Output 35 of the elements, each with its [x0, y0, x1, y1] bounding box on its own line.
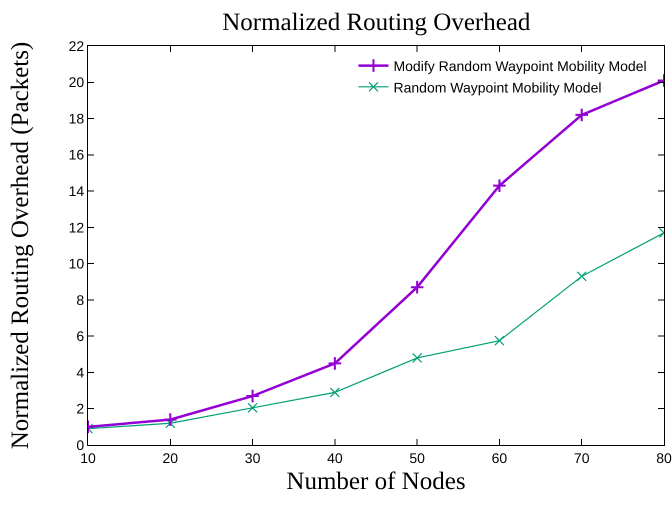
- x-tick-label: 80: [656, 450, 672, 466]
- point: [162, 412, 178, 427]
- x-axis-title: Number of Nodes: [286, 468, 466, 495]
- y-axis-title: Normalized Routing Overhead (Packets): [7, 42, 34, 450]
- point: [494, 336, 505, 346]
- y-tick-label: 6: [76, 328, 84, 344]
- y-tick-label: 18: [68, 110, 84, 126]
- y-tick-label: 20: [68, 74, 84, 90]
- x-tick-label: 30: [244, 450, 261, 466]
- point: [410, 280, 424, 295]
- y-tick-label: 16: [68, 146, 84, 163]
- y-tick-label: 10: [68, 256, 84, 272]
- point: [576, 271, 587, 282]
- chart-title: Normalized Routing Overhead: [222, 9, 531, 36]
- point: [245, 388, 260, 404]
- x-tick-label: 40: [327, 450, 343, 466]
- x-tick-label: 50: [409, 450, 426, 466]
- x-tick-label: 20: [162, 450, 178, 466]
- legend-label: Random Waypoint Mobility Model: [393, 79, 602, 96]
- point: [412, 352, 422, 364]
- y-tick-label: 22: [68, 38, 84, 54]
- y-tick-label: 2: [76, 400, 84, 417]
- x-tick-label: 60: [492, 450, 508, 466]
- legend-label: Modify Random Waypoint Mobility Model: [393, 58, 647, 74]
- y-tick-label: 4: [76, 364, 84, 380]
- point: [328, 356, 342, 371]
- y-tick-label: 14: [68, 182, 84, 199]
- y-tick-label: 0: [76, 436, 84, 453]
- x-tick-label: 70: [574, 450, 590, 466]
- point: [492, 178, 507, 193]
- point: [574, 108, 590, 122]
- y-tick-label: 12: [68, 219, 84, 236]
- point: [247, 402, 258, 413]
- y-tick-label: 8: [76, 292, 84, 308]
- point: [330, 387, 340, 398]
